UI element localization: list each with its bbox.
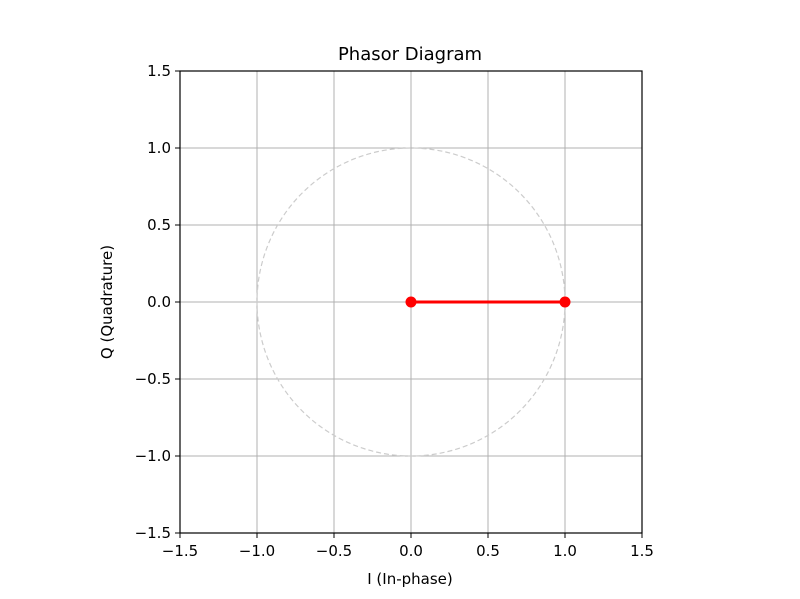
phasor-point xyxy=(559,296,571,308)
axes xyxy=(175,70,643,538)
y-tick-label: 1.5 xyxy=(147,62,171,80)
series-layer xyxy=(405,296,571,308)
y-tick-label: 0.0 xyxy=(147,293,171,311)
x-tick-label: −1.5 xyxy=(162,542,198,560)
y-tick-label: 0.5 xyxy=(147,216,171,234)
x-tick-label: −1.0 xyxy=(239,542,275,560)
y-tick-label: −1.0 xyxy=(135,447,171,465)
x-tick-label: −0.5 xyxy=(316,542,352,560)
chart-title: Phasor Diagram xyxy=(338,44,482,65)
x-axis-title: I (In-phase) xyxy=(367,570,453,588)
y-tick-label: 1.0 xyxy=(147,139,171,157)
y-axis-title: Q (Quadrature) xyxy=(98,245,116,359)
x-tick-label: 0.0 xyxy=(399,542,423,560)
x-tick-label: 1.0 xyxy=(553,542,577,560)
y-tick-label: −1.5 xyxy=(135,524,171,542)
x-tick-label: 1.5 xyxy=(630,542,654,560)
x-tick-label: 0.5 xyxy=(476,542,500,560)
y-tick-label: −0.5 xyxy=(135,370,171,388)
phasor-point xyxy=(405,296,417,308)
tick-labels: −1.5 −1.0 −0.5 0.0 0.5 1.0 1.5 −1.5 −1.0 −0.5 0.0 0… xyxy=(135,62,654,560)
